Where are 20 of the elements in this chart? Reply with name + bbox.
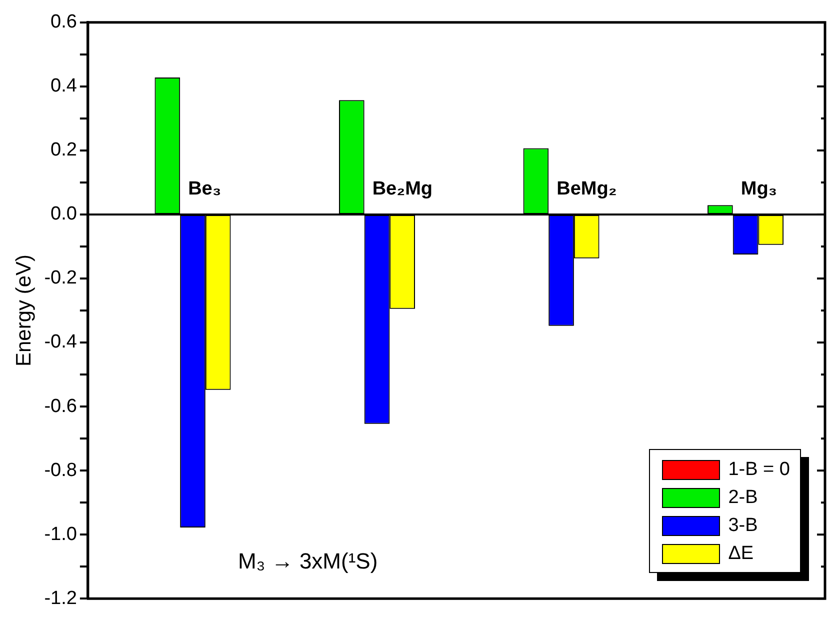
y-axis-title: Energy (eV) (12, 254, 36, 367)
legend-label: 3-B (728, 515, 758, 537)
x-tick-label: Be₂Mg (372, 178, 433, 200)
y-tick-label: 0.6 (50, 12, 77, 33)
y-tick-label: 0.2 (50, 140, 77, 161)
y-tick-label: -0.2 (44, 268, 77, 289)
legend-label: 2-B (728, 487, 758, 509)
y-tick-label: 0.0 (50, 204, 77, 225)
y-tick-label: -0.4 (44, 332, 78, 353)
y-tick-label: 0.4 (50, 76, 78, 97)
annotation: M₃ → 3xM(¹S) (238, 548, 378, 574)
x-tick-label: BeMg₂ (556, 178, 617, 200)
y-tick-label: -1.2 (44, 588, 77, 609)
y-tick-label: -1.0 (44, 524, 77, 545)
y-tick-label: -0.8 (44, 460, 77, 481)
x-tick-label: Mg₃ (740, 178, 778, 200)
y-tick-label: -0.6 (44, 396, 77, 417)
x-tick-label: Be₃ (188, 178, 222, 200)
legend-label: ΔE (728, 543, 754, 565)
legend-label: 1-B = 0 (728, 459, 790, 481)
